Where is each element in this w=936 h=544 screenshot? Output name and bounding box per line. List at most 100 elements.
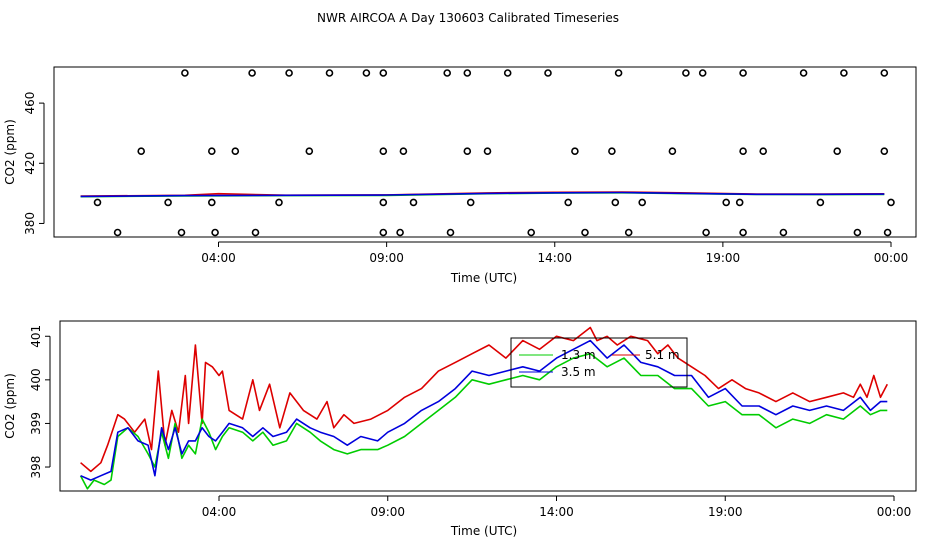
bottom-x-tick-label: 09:00 [370,505,405,519]
calibration-point [702,228,710,237]
calibration-point [93,198,102,207]
bottom-x-axis: 04:00 09:00 14:00 19:00 00:00 [202,495,912,519]
calibration-point [379,69,388,77]
calibration-point [739,147,747,155]
bottom-x-tick-label: 04:00 [202,505,237,519]
calibration-point [113,228,122,237]
calibration-point [466,198,475,207]
calibration-point [779,228,788,237]
top-x-tick-label: 04:00 [201,251,236,265]
calibration-point [759,147,768,155]
top-x-tick-label: 09:00 [369,251,404,265]
calibration-point [880,147,889,155]
series-bottom-3-5-m [80,339,888,481]
calibration-point [880,69,889,77]
calibration-point [816,198,825,207]
calibration-point [564,198,573,207]
bottom-y-axis-label: CO2 (ppm) [3,373,17,439]
calibration-point [887,198,895,207]
top-y-tick-label: 420 [23,152,37,175]
legend-box [510,337,688,388]
calibration-point [379,228,388,237]
bottom-panel: 398 399 400 401 04:00 09:00 14:00 19:00 00:00 1… [3,320,917,538]
calibration-point [722,198,731,207]
bottom-y-axis: 398 399 400 401 [29,325,51,479]
calibration-point [698,69,707,77]
calibration-point [379,147,388,155]
top-plot-frame [53,66,917,238]
calibration-point [682,69,690,77]
legend-label-3: 3.5 m [561,365,596,379]
calibration-point [614,69,623,77]
calibration-point [608,147,616,155]
calibration-point [396,228,404,237]
calibration-point [399,147,408,155]
calibration-point [251,228,260,237]
calibration-point [211,228,219,237]
top-y-axis: 380 420 460 [23,92,45,235]
calibration-point [362,69,371,77]
calibration-point [883,228,892,237]
bottom-y-tick-label: 398 [29,456,43,479]
calibration-point [463,69,472,77]
bottom-x-axis-label: Time (UTC) [450,524,517,538]
calibration-point [181,69,189,77]
calibration-point [840,69,848,77]
calibration-point [739,69,747,77]
calibration-point [275,198,283,207]
top-x-axis: 04:00 09:00 14:00 19:00 00:00 [201,241,909,265]
bottom-plot-frame [59,320,917,492]
calibration-point [739,228,747,237]
top-x-tick-label: 14:00 [537,251,572,265]
top-x-axis-label: Time (UTC) [450,271,517,285]
calibration-point [483,147,492,155]
calibration-point [325,69,334,77]
series-bottom-1-3-m [79,352,888,490]
calibration-point [305,147,314,155]
calibration-point [611,198,620,207]
calibration-point [208,147,216,155]
bottom-x-tick-label: 19:00 [708,505,743,519]
top-x-tick-label: 00:00 [874,251,909,265]
calibration-point [443,69,452,77]
calibration-point [177,228,186,237]
calibration-point [853,228,862,237]
calibration-point [231,147,240,155]
calibration-point [137,147,145,155]
calibration-point [379,198,388,207]
calibration-point [735,198,744,207]
bottom-y-tick-label: 400 [29,368,43,391]
calibration-point [544,69,552,77]
top-x-tick-label: 19:00 [706,251,741,265]
calibration-point [463,147,472,155]
bottom-y-tick-label: 399 [29,412,43,435]
calibration-point [409,198,418,207]
page-title: NWR AIRCOA A Day 130603 Calibrated Times… [317,11,619,25]
calibration-point [638,198,647,207]
calibration-point [503,69,512,77]
legend-label-1: 1.3 m [561,348,596,362]
bottom-series-lines [79,326,889,490]
calibration-point [799,69,808,77]
series-top-blue [80,191,885,198]
calibration-point [571,147,579,155]
legend: 1.3 m 5.1 m 3.5 m [510,337,688,388]
calibration-point [285,69,293,77]
bottom-y-tick-label: 401 [29,325,43,348]
calibration-point [164,198,172,207]
calibration-point [624,228,633,237]
calibration-point [446,228,455,237]
legend-label-2: 5.1 m [645,348,680,362]
bottom-x-tick-label: 14:00 [539,505,574,519]
series-bottom-5-1-m [80,326,889,473]
top-y-tick-label: 460 [23,92,37,115]
calibration-point [208,198,216,207]
top-series-lines [80,191,885,198]
top-y-axis-label: CO2 (ppm) [3,119,17,185]
bottom-x-tick-label: 00:00 [877,505,912,519]
calibration-point [833,147,842,155]
calibration-point [581,228,589,237]
top-calibration-points [93,69,895,237]
top-y-tick-label: 380 [23,212,37,235]
